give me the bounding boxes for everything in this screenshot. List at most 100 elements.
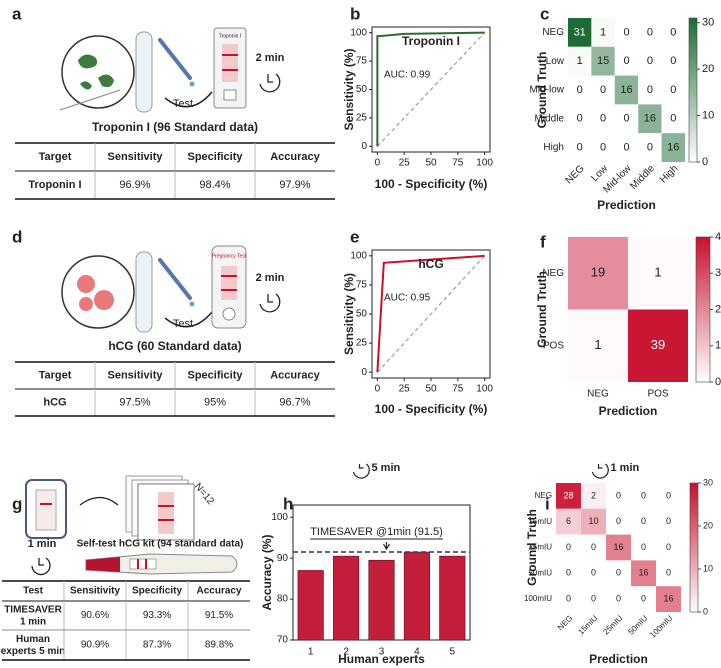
dropper — [158, 258, 192, 300]
panel-label: c — [540, 4, 549, 23]
y-tick-label: 25mIU — [528, 543, 552, 552]
time-label: 1 min — [28, 538, 57, 550]
heatmap-cell — [631, 560, 656, 587]
time-label: 2 min — [256, 52, 285, 64]
heatmap-cell — [606, 586, 631, 612]
heatmap-cell — [661, 75, 685, 105]
table-cell: 91.5% — [205, 610, 233, 621]
heatmap-cell — [581, 508, 606, 535]
x-tick-label: 0 — [375, 384, 381, 395]
table-caption: hCG (60 Standard data) — [108, 339, 241, 353]
table-cell: Sensitivity — [107, 369, 163, 381]
y-tick-label: POS — [543, 340, 564, 351]
heatmap-cell — [614, 18, 639, 47]
bar — [439, 555, 466, 641]
action-label: Test — [173, 318, 193, 330]
cell-label: 28 — [563, 490, 573, 500]
table-caption: Troponin I (96 Standard data) — [92, 120, 258, 134]
heatmap-cell — [581, 534, 606, 561]
cell-label: 0 — [566, 593, 571, 603]
colorbar-tick-label: 10 — [702, 109, 714, 121]
x-tick-label: 50 — [425, 158, 437, 169]
heatmap-cell — [661, 18, 685, 47]
annotation: AUC: 0.95 — [384, 293, 431, 304]
table-cell: Target — [39, 369, 72, 381]
table-cell: hCG — [43, 396, 66, 408]
chart-title: Troponin I — [402, 34, 460, 48]
sample — [79, 297, 93, 311]
x-axis-label: Prediction — [589, 652, 648, 666]
cell-label: 6 — [566, 516, 571, 526]
table-cell: Sensitivity — [70, 586, 120, 597]
cell-label: 39 — [651, 337, 665, 352]
cell-label: 16 — [663, 593, 673, 603]
y-tick-label: Low — [546, 56, 565, 67]
x-tick-label: NEG — [587, 389, 609, 400]
y-axis-label: Sensitivity (%) — [342, 273, 356, 355]
y-tick-label: 15mIU — [528, 517, 552, 526]
cell-label: 0 — [600, 142, 606, 154]
cell-label: 0 — [666, 568, 671, 578]
table-cell: Test — [23, 586, 43, 597]
drop — [189, 81, 195, 87]
dropper — [158, 38, 192, 80]
table-cell: Specificity — [187, 151, 243, 163]
colorbar-tick-label: 0 — [703, 606, 708, 616]
roc-curve — [376, 31, 485, 147]
heatmap-cell — [656, 483, 681, 509]
y-tick-label: 90 — [277, 553, 289, 564]
cell-label: 0 — [566, 568, 571, 578]
clock — [259, 73, 281, 93]
cell-label: 0 — [600, 113, 606, 125]
bar — [297, 570, 324, 641]
colorbar — [689, 482, 699, 613]
sample-well — [222, 307, 236, 321]
heatmap-cell — [591, 104, 615, 134]
annotation: AUC: 0.99 — [384, 70, 431, 81]
clock-hand — [267, 294, 273, 303]
table-cell: 90.9% — [81, 640, 109, 651]
table-cell: 96.7% — [279, 396, 310, 408]
arrow — [164, 91, 213, 108]
reference-arrow — [382, 542, 391, 551]
colorbar-tick-label: 20 — [715, 303, 721, 315]
kit — [85, 553, 238, 575]
y-tick-label: 100mIU — [524, 594, 552, 603]
x-tick-label: 50 — [425, 384, 437, 395]
cell-label: 0 — [647, 55, 653, 67]
table-cell: Accuracy — [270, 369, 320, 381]
heatmap-cell — [631, 508, 656, 535]
clock — [31, 557, 51, 576]
x-tick-label: NEG — [556, 614, 575, 633]
x-tick-label: 100 — [476, 384, 493, 395]
heatmap-cell — [556, 508, 581, 535]
x-tick-label: 100 — [476, 158, 493, 169]
panel-label: d — [12, 227, 22, 246]
table-cell: Specificity — [132, 586, 182, 597]
colorbar-tick-label: 10 — [703, 563, 713, 573]
heatmap-cell — [556, 586, 581, 612]
roc-curve — [376, 254, 485, 373]
time-label: 2 min — [256, 272, 285, 284]
x-tick-label: 2 — [343, 647, 349, 658]
table-cell: 97.9% — [279, 179, 310, 191]
cell-label: 0 — [591, 593, 596, 603]
chart-title: 5 min — [372, 462, 401, 474]
x-tick-label: 3 — [379, 647, 385, 658]
table-cell: Specificity — [187, 369, 243, 381]
y-tick-label: 100 — [350, 27, 367, 38]
strip-label: Pregnancy Test — [212, 253, 247, 259]
clock — [591, 463, 609, 479]
table-cell: Troponin I — [28, 179, 81, 191]
table-cell: Human experts 5 min — [1, 634, 65, 657]
cell-label: 0 — [616, 490, 621, 500]
table-cell-line: TIMESAVER — [4, 604, 62, 615]
colorbar — [695, 236, 711, 383]
cell-label: 0 — [591, 542, 596, 552]
cell-label: 0 — [616, 593, 621, 603]
heatmap-cell — [638, 46, 662, 76]
clock — [259, 293, 281, 313]
arrow — [164, 311, 213, 328]
bar — [403, 551, 430, 641]
